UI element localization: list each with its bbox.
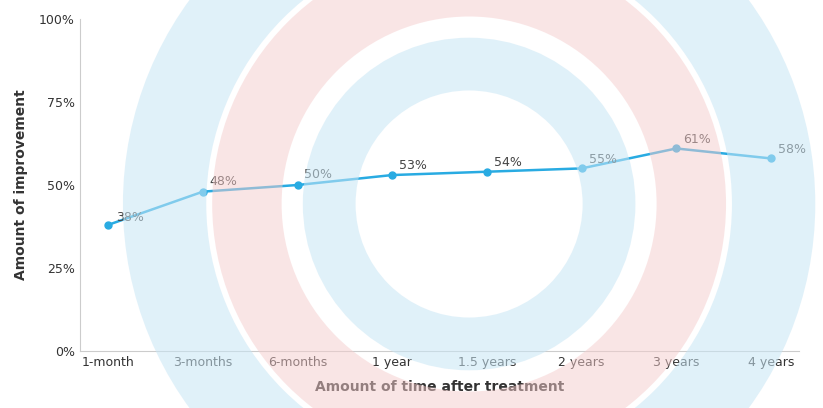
Text: 61%: 61% bbox=[683, 133, 711, 146]
Text: 55%: 55% bbox=[588, 153, 616, 166]
Text: 50%: 50% bbox=[305, 168, 332, 181]
Text: 38%: 38% bbox=[117, 211, 144, 224]
Y-axis label: Amount of improvement: Amount of improvement bbox=[14, 90, 28, 280]
Text: 48%: 48% bbox=[210, 175, 238, 188]
Text: 58%: 58% bbox=[778, 143, 806, 156]
Text: 53%: 53% bbox=[399, 160, 427, 173]
Text: 54%: 54% bbox=[494, 156, 522, 169]
X-axis label: Amount of time after treatment: Amount of time after treatment bbox=[315, 380, 565, 394]
